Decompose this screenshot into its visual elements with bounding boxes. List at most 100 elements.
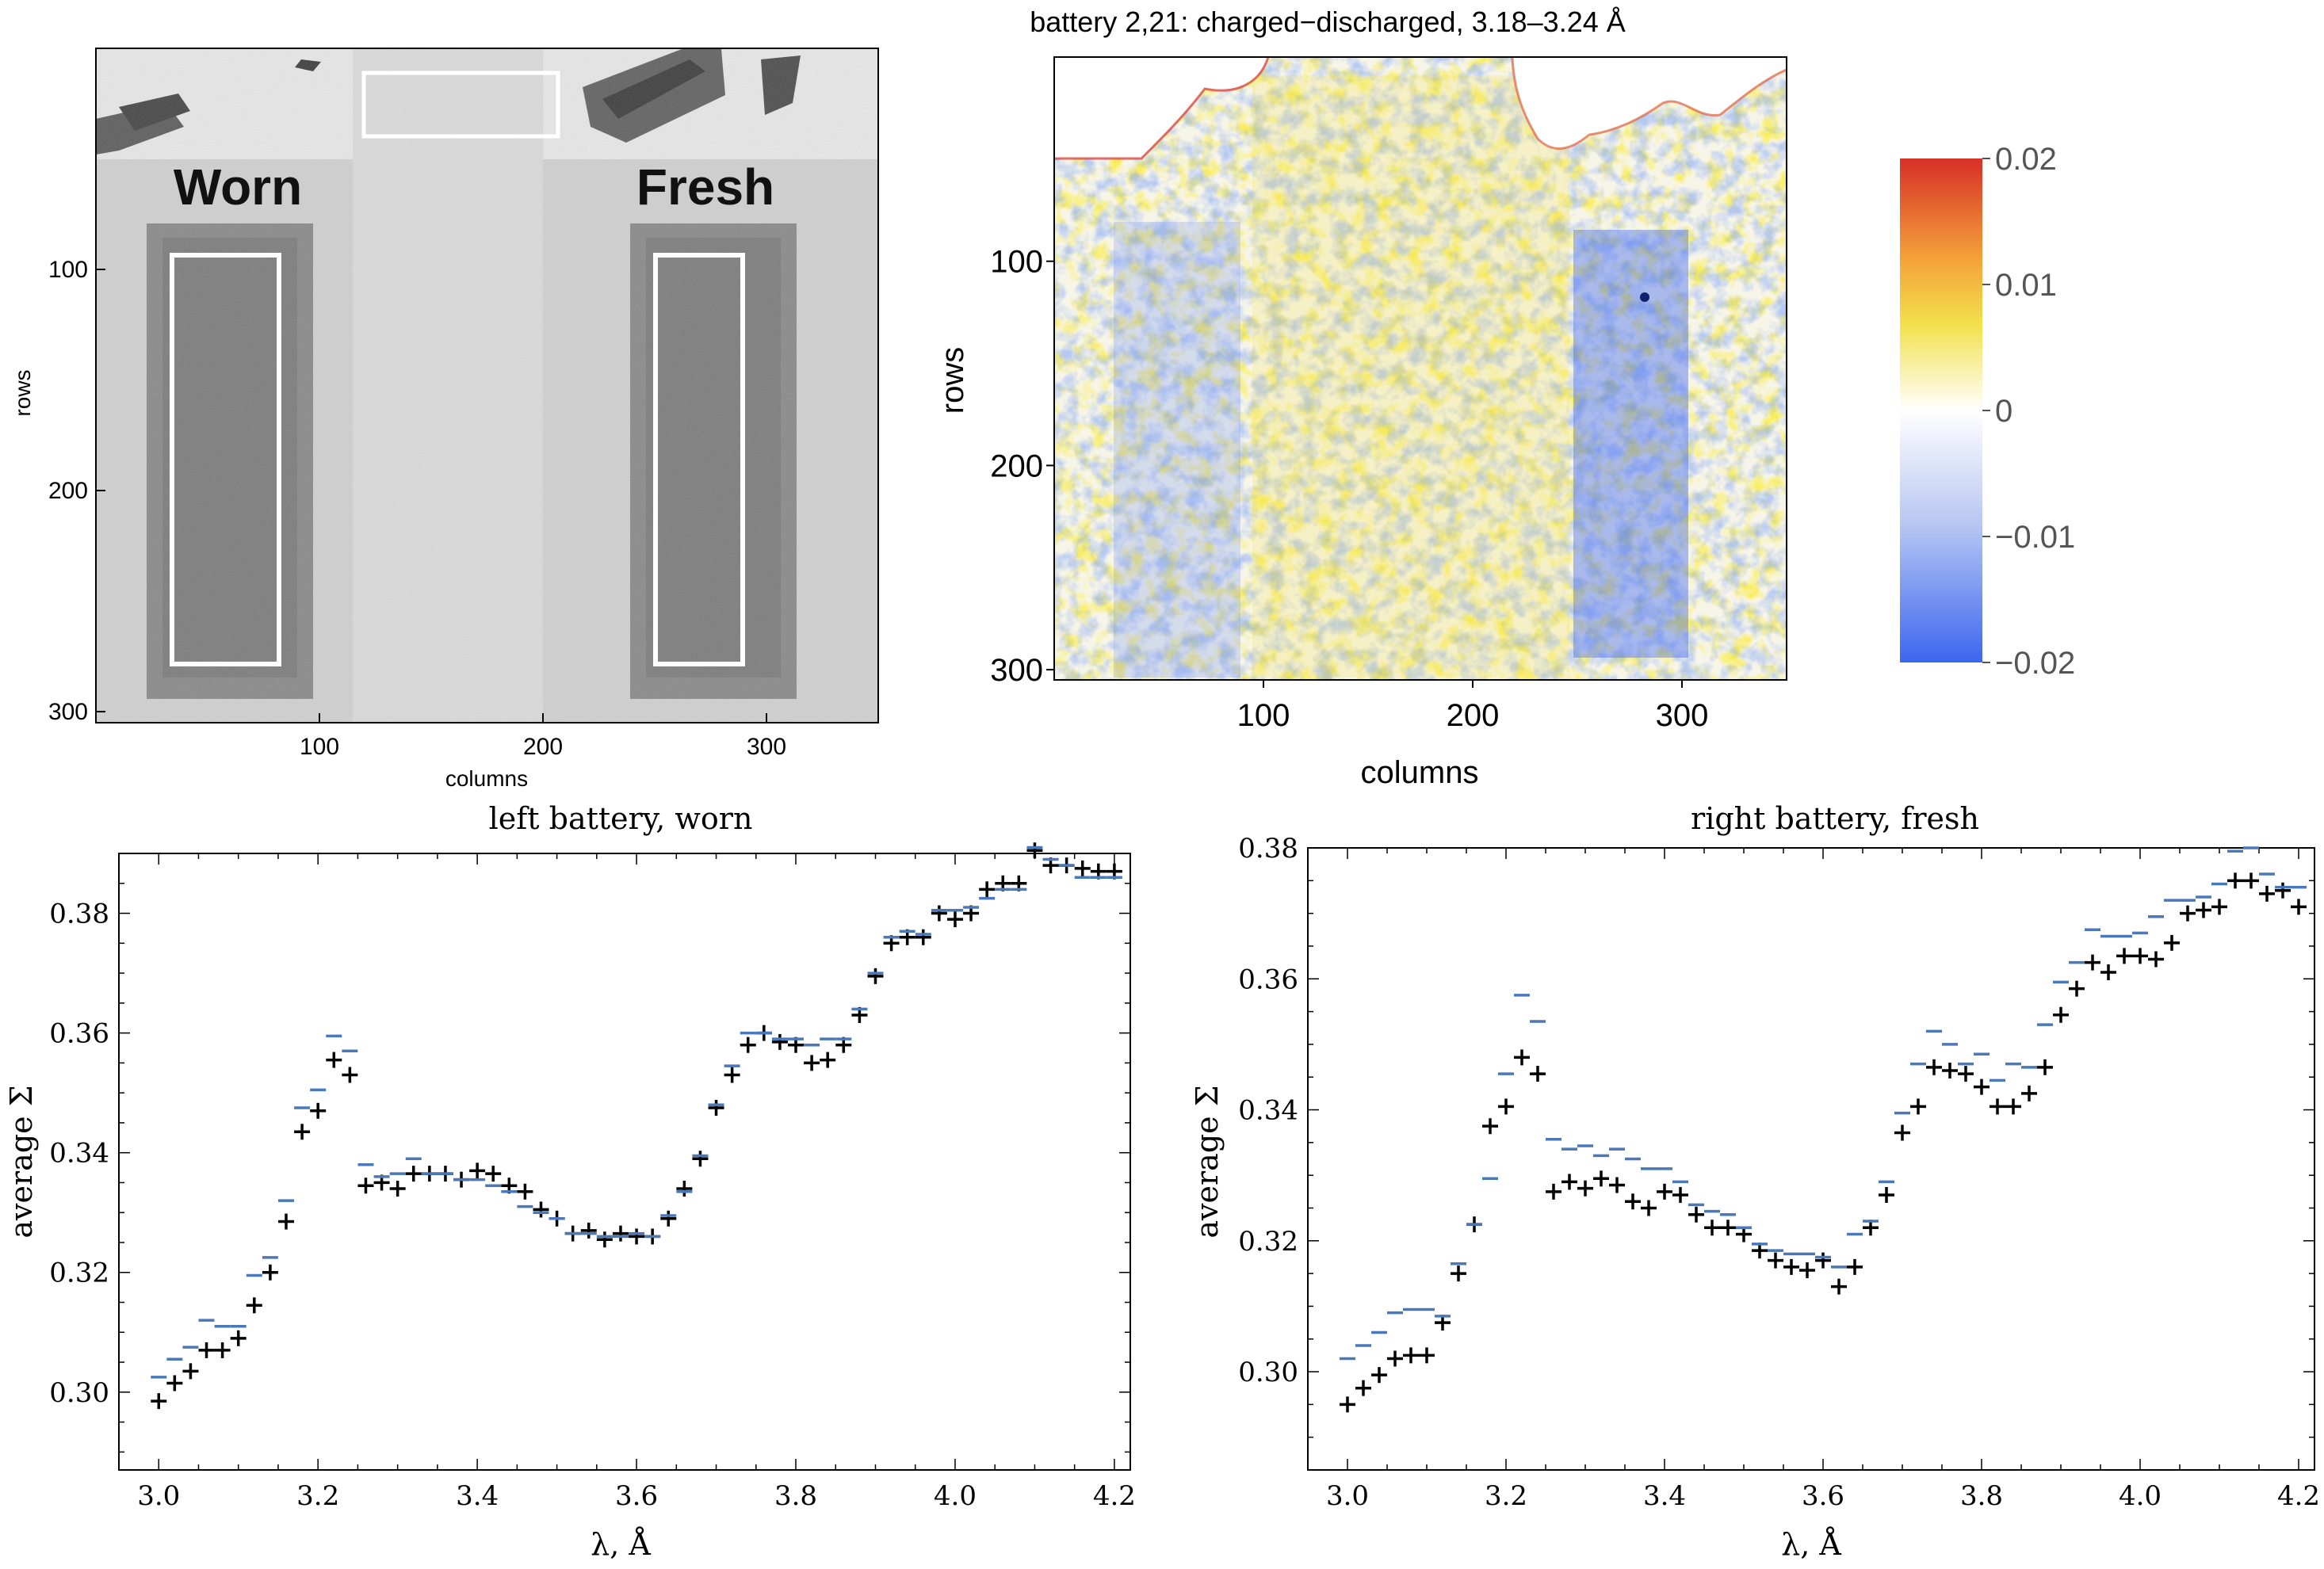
worn-charged-point [294,1124,311,1140]
fresh-charged-point [1720,1220,1736,1236]
worn-charged-point [357,1178,374,1194]
fresh-charged-point [2243,872,2259,889]
colorbar-tick-label-0: 0.02 [1995,142,2057,177]
fresh-charged-point [1942,1062,1958,1078]
worn-charged-point [946,911,963,928]
colorbar-ticks: 0.02 0.01 0 −0.01 −0.02 [1982,142,2075,681]
fresh-charged-point [1879,1186,1894,1203]
fresh-charged-point [1451,1266,1466,1282]
worn-charged-point [740,1036,756,1053]
fresh-charged-point [1371,1367,1387,1384]
heatmap-xtick-label-0: 100 [1237,698,1290,733]
fresh-charged-point [1340,1396,1355,1413]
fresh-ytick-label-1: 0.32 [1238,1226,1298,1258]
fresh-charged-point [1530,1066,1546,1082]
fresh-charged-point [2053,1006,2069,1023]
worn-charged-point [676,1180,693,1197]
worn-charged-point [931,905,947,922]
radiograph-frame [95,48,879,723]
fresh-charged-point [1958,1066,1974,1082]
worn-xtick-label-4: 3.8 [774,1480,817,1512]
radiograph-ytick-label-2: 300 [48,699,88,725]
worn-ytick-label-4: 0.38 [49,899,109,930]
fresh-charged-point [2148,951,2164,968]
worn-charged-point [485,1166,502,1182]
worn-charged-point [596,1231,613,1248]
heatmap-xtick-label-2: 300 [1656,698,1709,733]
fresh-charged-point [1641,1200,1657,1216]
fresh-charged-point [1546,1183,1561,1200]
fresh-charged-point [2275,882,2291,899]
worn-charged-point [533,1201,549,1218]
worn-charged-point [262,1264,278,1281]
fresh-xtick-label-3: 3.6 [1802,1480,1844,1512]
worn-label: Worn [174,158,302,216]
fresh-charged-point [2100,964,2116,980]
masked-region-left [1054,57,1268,158]
worn-negative-region [1114,222,1240,678]
fresh-spectrum-xlabel: λ, Å [1781,1527,1841,1562]
worn-charged-point [1074,860,1091,876]
mask-edge-right [1511,57,1787,150]
fresh-charged-point [1990,1098,2005,1115]
worn-charged-point [692,1151,709,1167]
worn-ytick-label-3: 0.36 [49,1018,109,1050]
fresh-charged-point [1704,1220,1720,1236]
fresh-charged-point [2037,1059,2053,1075]
radiograph-panel: Worn Fresh 100 200 300 100 200 300 columns ro… [10,48,879,791]
worn-charged-point [230,1330,247,1346]
fresh-charged-point [2069,980,2085,997]
heatmap-xtick-label-1: 200 [1447,698,1500,733]
fresh-spectrum-ylabel: average Σ [1190,1085,1225,1238]
worn-xtick-label-6: 4.2 [1093,1480,1136,1512]
worn-xtick-label-5: 4.0 [934,1480,977,1512]
fresh-charged-point [1403,1347,1419,1364]
colorbar-tick-label-2: 0 [1995,394,2012,429]
fresh-charged-point [2005,1098,2021,1115]
radiograph-ticks: 100 200 300 100 200 300 [48,257,786,760]
worn-charged-point [166,1375,183,1391]
heatmap-blue-noise [1054,57,1787,680]
fresh-xtick-label-6: 4.2 [2277,1480,2320,1512]
worn-charged-point [820,1052,836,1068]
difference-map-title: battery 2,21: charged−discharged, 3.18–3… [1030,6,1626,38]
fresh-label: Fresh [636,158,774,216]
fresh-charged-point [2021,1085,2037,1101]
heatmap-ytick-label-1: 200 [990,449,1043,483]
fresh-charged-point [1672,1186,1688,1203]
colorbar-tick-label-1: 0.01 [1995,268,2057,303]
fresh-spectrum-plot: 3.0 3.2 3.4 3.6 3.8 4.0 4.2 0.30 0.32 0.34 0.36 0.3… [1238,833,2320,1512]
radiograph-ytick-label-0: 100 [48,257,88,283]
fresh-spectrum-title: right battery, fresh [1691,801,1979,836]
radiograph-ylabel: rows [10,369,35,416]
colorbar-tick-label-3: −0.01 [1995,520,2075,555]
worn-charged-point [326,1052,342,1068]
fresh-charged-point [2259,885,2275,902]
worn-spectrum-plot: 3.0 3.2 3.4 3.6 3.8 4.0 4.2 0.30 0.32 0.34 0.36 0.3… [49,842,1136,1512]
worn-charged-point [804,1055,820,1071]
fresh-ytick-label-3: 0.36 [1238,964,1298,995]
worn-xtick-label-3: 3.6 [615,1480,658,1512]
fresh-charged-point [1894,1124,1910,1141]
fresh-charged-point [1815,1252,1831,1269]
worn-charged-point [1026,842,1043,859]
fresh-charged-point [1688,1206,1704,1223]
worn-xtick-label-0: 3.0 [137,1480,180,1512]
fresh-ytick-label-0: 0.30 [1238,1357,1298,1388]
fresh-charged-point [1609,1177,1625,1193]
fresh-charged-point [1419,1347,1435,1364]
difference-map-frame [1053,56,1787,681]
worn-spectrum-ylabel: average Σ [4,1085,39,1238]
worn-charged-point [867,968,884,984]
worn-charged-point [198,1342,215,1358]
worn-charged-point [915,929,931,945]
fresh-ytick-label-4: 0.38 [1238,833,1298,865]
fresh-charged-point [1498,1098,1514,1115]
worn-spectrum-xlabel: λ, Å [591,1527,651,1562]
worn-charged-point [629,1228,645,1245]
fresh-charged-point [1783,1258,1799,1275]
worn-spectrum-title: left battery, worn [489,801,753,836]
radiograph-xlabel: columns [445,766,528,791]
worn-charged-point [151,1393,167,1410]
